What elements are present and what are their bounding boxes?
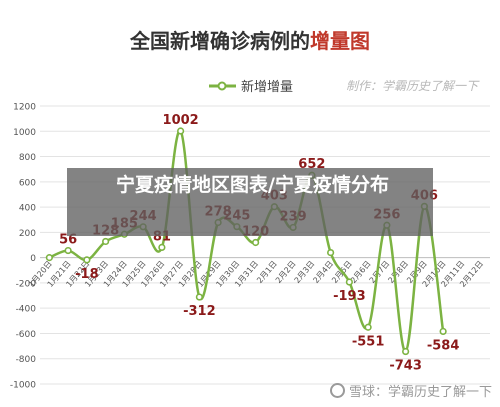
legend-marker (217, 81, 227, 91)
data-point (45, 254, 53, 262)
data-point (252, 238, 260, 247)
grid (40, 105, 490, 385)
y-tick-label: 400 (19, 204, 36, 214)
data-point (83, 256, 91, 264)
y-tick-label: 1200 (13, 103, 36, 113)
legend-label: 新增增量 (241, 79, 293, 95)
y-tick-label: -1000 (10, 381, 36, 391)
y-tick-label: -400 (16, 305, 37, 315)
data-point (439, 327, 447, 336)
data-label: 56 (59, 233, 77, 248)
y-tick-label: -800 (16, 355, 37, 365)
data-point (195, 293, 203, 301)
data-point (158, 243, 166, 252)
data-labels: 56-18128185244811002-3122782451204032396… (59, 113, 459, 374)
data-label: -584 (427, 338, 460, 353)
chart-title-main: 全国新增确诊病例的 (129, 29, 310, 53)
overlay-banner (67, 168, 433, 236)
watermark-bottom: 雪球：学霸历史了解一下 (329, 380, 492, 400)
data-label: -743 (389, 359, 422, 374)
y-tick-label: 200 (19, 229, 36, 239)
y-tick-label: 1000 (13, 128, 36, 138)
y-axis: -1000 -800 -600 -400 -200 0 200 400 600 800 1000 12… (10, 103, 36, 391)
data-label: -18 (75, 267, 99, 282)
data-point (102, 237, 110, 246)
data-point (64, 246, 72, 255)
overlay-title: 宁夏疫情地区图表/宁夏疫情分布 (116, 174, 389, 196)
data-label: -312 (183, 304, 216, 319)
legend: 新增增量 (209, 79, 293, 95)
series-line-group (45, 127, 447, 356)
chart-title-accent: 增量图 (310, 29, 370, 53)
data-point (402, 347, 410, 356)
y-tick-label: -200 (16, 279, 37, 289)
y-tick-label: 0 (30, 254, 36, 264)
data-label: 1002 (163, 113, 199, 128)
data-point (177, 127, 185, 135)
y-tick-label: 800 (19, 153, 36, 163)
chart-title: 全国新增确诊病例的增量图 (129, 29, 370, 53)
data-label: -551 (352, 334, 385, 349)
watermark-bottom-text: 雪球：学霸历史了解一下 (348, 384, 492, 400)
xueqiu-logo-icon (329, 382, 345, 398)
data-label: -193 (333, 289, 366, 304)
data-point (327, 248, 335, 257)
y-tick-label: 600 (19, 178, 36, 188)
watermark-top: 制作：学霸历史了解一下 (346, 79, 480, 93)
data-point (345, 278, 353, 286)
data-point (364, 323, 372, 331)
y-tick-label: -600 (16, 330, 37, 340)
